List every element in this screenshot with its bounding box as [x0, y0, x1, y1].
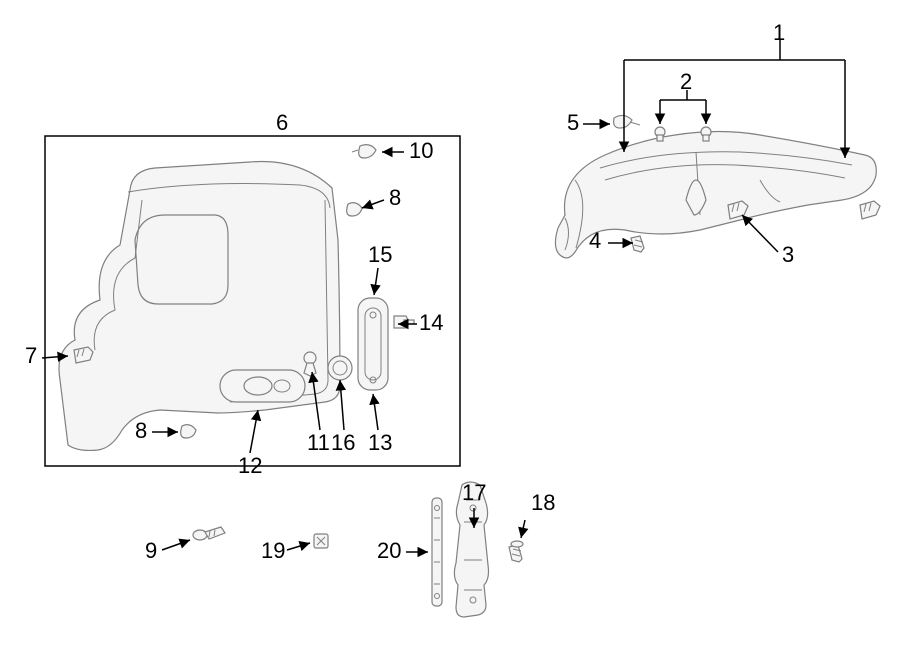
label-8b: 8 [135, 420, 147, 442]
label-18: 18 [531, 492, 555, 514]
label-19: 19 [261, 540, 285, 562]
label-20: 20 [377, 540, 401, 562]
clip-10 [352, 145, 376, 158]
clip-8-upper [347, 203, 362, 216]
callout-2 [660, 90, 706, 124]
screw-4 [631, 236, 644, 252]
label-12: 12 [238, 455, 262, 477]
callout-3 [742, 215, 778, 252]
callout-16 [340, 380, 344, 430]
callout-12 [250, 410, 258, 453]
label-8a: 8 [389, 187, 401, 209]
label-7: 7 [25, 345, 37, 367]
callout-18 [521, 520, 525, 538]
diagram-canvas [0, 0, 900, 661]
clip-5 [614, 115, 640, 128]
callout-19 [287, 543, 310, 550]
clip-14 [394, 316, 414, 328]
upper-trim-panel [555, 115, 880, 257]
clip-8-lower [181, 425, 196, 438]
label-6: 6 [276, 112, 288, 134]
screw-3-right [860, 201, 880, 219]
label-4: 4 [589, 230, 601, 252]
screw-18 [509, 541, 523, 562]
label-3: 3 [782, 244, 794, 266]
label-11: 11 [307, 432, 330, 454]
bracket-20 [432, 498, 442, 606]
callout-8a [362, 200, 384, 208]
label-5: 5 [567, 112, 579, 134]
screw-9 [193, 527, 225, 540]
label-14: 14 [419, 312, 443, 334]
label-16: 16 [331, 432, 355, 454]
label-1: 1 [773, 22, 785, 44]
fastener-2-left [655, 127, 665, 141]
label-17: 17 [462, 482, 486, 504]
quarter-trim-panel-6 [59, 162, 352, 451]
fastener-2-right [701, 127, 711, 141]
label-13: 13 [368, 432, 392, 454]
callout-13 [373, 394, 378, 430]
label-9: 9 [145, 540, 157, 562]
label-2: 2 [680, 71, 692, 93]
label-10: 10 [409, 140, 433, 162]
jack-cover-13-15 [358, 298, 388, 390]
clip-19 [314, 534, 328, 548]
callout-9 [162, 540, 190, 550]
callout-15 [374, 268, 378, 295]
label-15: 15 [368, 244, 392, 266]
